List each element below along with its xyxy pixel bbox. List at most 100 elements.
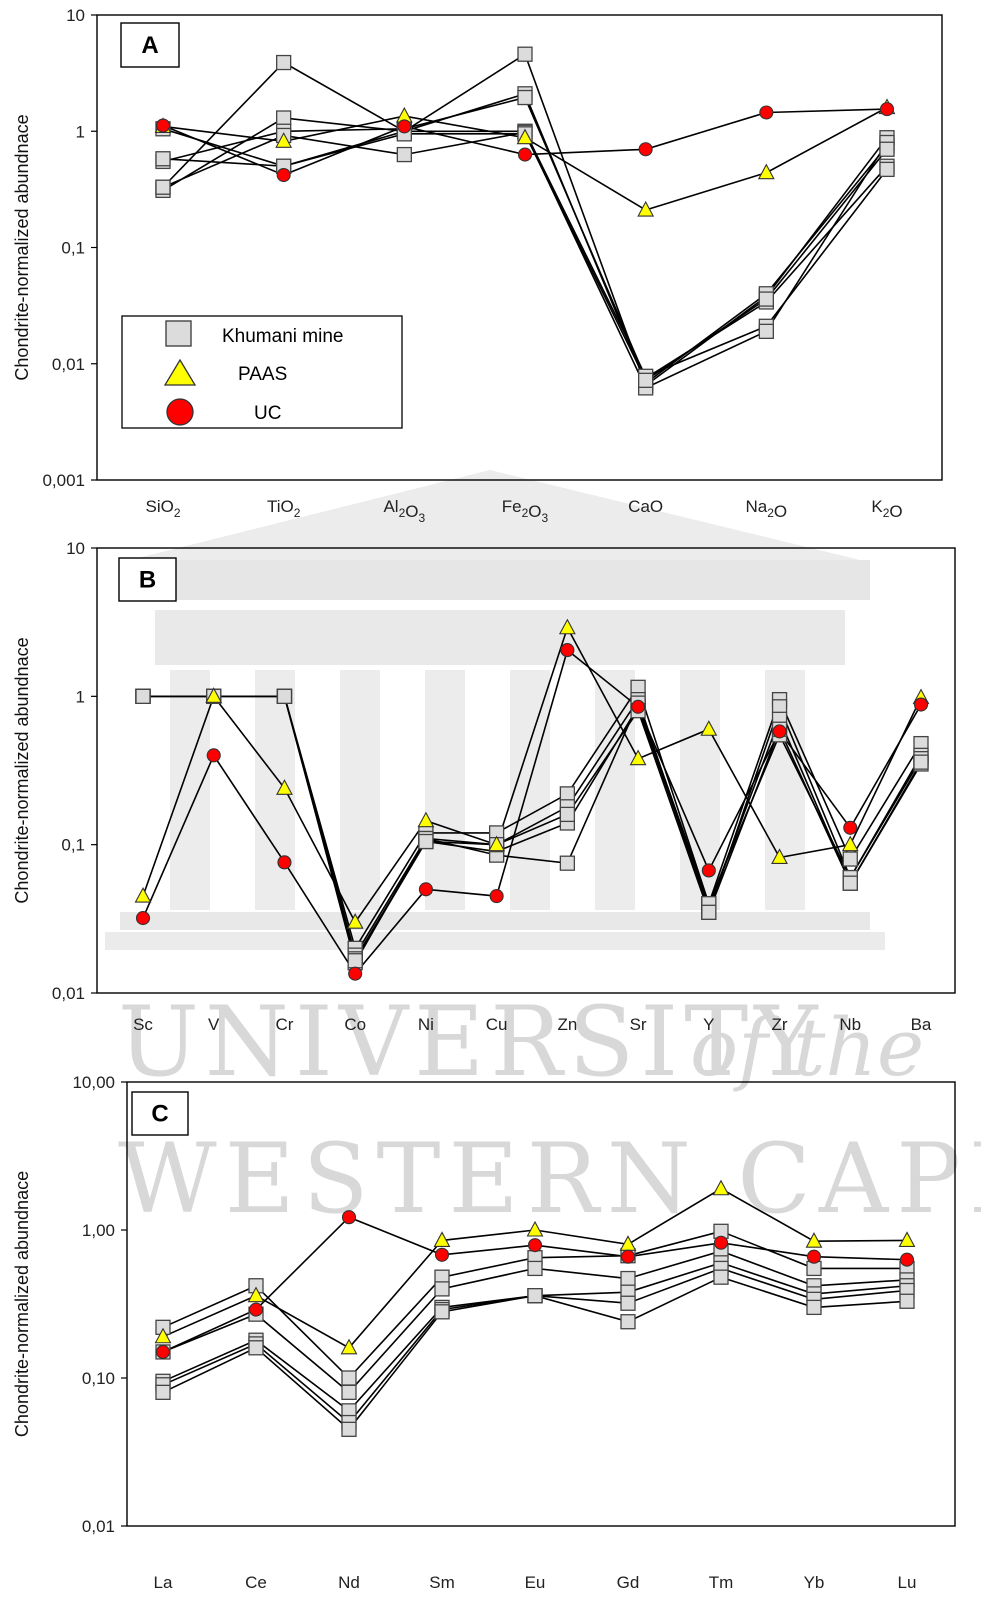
watermark-pediment (120, 560, 870, 600)
paas-marker (516, 128, 534, 145)
khumani-sample-marker (842, 875, 858, 891)
uc-marker (341, 1210, 357, 1225)
uc-marker (631, 699, 646, 714)
uc-marker (899, 1252, 915, 1267)
khumani-sample-marker (899, 1293, 915, 1309)
y-tick-label: 0,1 (61, 836, 85, 855)
uc-marker (806, 1249, 822, 1264)
x-tick-label-sm: Sm (429, 1573, 455, 1592)
khumani-sample-marker (347, 953, 363, 969)
x-tick-label-tio2: TiO2 (267, 497, 301, 520)
plot-frame (126, 1081, 956, 1527)
x-tick-label-fe2o3: Fe2O3 (502, 497, 549, 525)
paas-marker (276, 779, 293, 795)
panel-label: B (139, 567, 156, 594)
y-tick-label: 10 (66, 6, 85, 25)
x-tick-label-sr: Sr (630, 1015, 647, 1034)
uc-marker (397, 119, 412, 134)
paas-marker (417, 811, 435, 828)
y-axis-label: Chondrite-normalized abundnace (12, 1171, 32, 1437)
khumani-sample-marker (879, 161, 895, 178)
uc-series-line (142, 648, 922, 976)
uc-marker (135, 911, 151, 926)
legend-entry: PAAS (238, 364, 287, 385)
uc-marker (155, 118, 171, 133)
y-tick-label: 1 (76, 122, 85, 141)
x-tick-label-la: La (154, 1573, 173, 1592)
khumani-sample-marker (806, 1299, 822, 1316)
y-axis-label: Chondrite-normalized abundnace (12, 114, 32, 380)
khumani-sample-marker (517, 89, 533, 106)
watermark-frieze (155, 610, 845, 665)
watermark-of-the: of the (690, 1001, 924, 1094)
y-tick-label: 10 (66, 539, 85, 558)
legend-paas-marker (163, 358, 197, 386)
uc-series-line (162, 1216, 908, 1353)
uc-marker (620, 1249, 636, 1264)
paas-marker (488, 835, 506, 852)
paas-marker (898, 1231, 916, 1247)
panel-label: C (151, 1101, 168, 1128)
paas-marker (841, 835, 859, 852)
khumani-sample-marker (559, 855, 576, 871)
uc-marker (248, 1302, 264, 1317)
khumani-sample-marker (559, 786, 576, 802)
khumani-sample-marker (396, 146, 412, 163)
x-tick-label-gd: Gd (617, 1573, 640, 1592)
paas-marker (340, 1338, 358, 1355)
x-tick-label-nb: Nb (839, 1015, 861, 1034)
y-tick-label: 0,001 (42, 471, 85, 490)
uc-marker (713, 1235, 729, 1250)
x-tick-label-lu: Lu (898, 1573, 917, 1592)
x-tick-label-cao: CaO (628, 497, 663, 516)
x-tick-label-tm: Tm (709, 1573, 734, 1592)
khumani-sample-marker (842, 851, 858, 867)
y-tick-label: 0,01 (82, 1517, 115, 1536)
khumani-sample-marker (135, 688, 151, 704)
y-axis-label: Chondrite-normalized abundnace (12, 637, 32, 903)
uc-marker (759, 105, 774, 120)
watermark-column (595, 670, 635, 910)
legend-entry: UC (254, 403, 281, 424)
khumani-sample-marker (713, 1269, 729, 1285)
sample-series-line (162, 1261, 908, 1412)
watermark-university: UNIVERSITY (118, 986, 824, 1098)
x-tick-label-ba: Ba (911, 1015, 932, 1034)
khumani-sample-marker (155, 151, 171, 167)
x-tick-label-co: Co (344, 1015, 366, 1034)
paas-marker (134, 886, 152, 903)
uc-marker (434, 1247, 450, 1262)
uc-marker (155, 1344, 171, 1359)
paas-marker (205, 687, 223, 703)
y-tick-label: 1 (76, 687, 85, 706)
x-tick-label-zr: Zr (772, 1015, 788, 1034)
panel-label-box (120, 22, 180, 68)
uc-marker (527, 1238, 543, 1253)
khumani-sample-marker (758, 291, 774, 307)
khumani-sample-marker (341, 1370, 357, 1386)
watermark-column (425, 670, 465, 910)
uc-marker (489, 889, 504, 904)
legend-khumani-marker (165, 320, 192, 347)
uc-marker (517, 147, 533, 162)
khumani-sample-marker (341, 1384, 357, 1400)
panels-layer: 0,001 0,01 0,1 1 10 Chondrite-normalized abun… (12, 6, 956, 1592)
panel-label-box (118, 557, 177, 602)
uc-marker (277, 855, 292, 870)
khumani-sample-marker (620, 1314, 636, 1330)
x-tick-label-eu: Eu (525, 1573, 546, 1592)
paas-marker (558, 618, 576, 635)
paas-marker (629, 749, 647, 766)
sample-series-line (143, 695, 922, 963)
watermark-column (510, 670, 550, 910)
paas-marker (346, 913, 364, 929)
x-tick-label-ce: Ce (245, 1573, 267, 1592)
watermark-column (170, 670, 210, 910)
x-tick-label-cu: Cu (486, 1015, 508, 1034)
chart-panel-C: 0,01 0,10 1,00 10,00 Chondrite-normalized ab… (12, 1073, 956, 1592)
khumani-sample-marker (913, 754, 929, 770)
khumani-sample-marker (434, 1281, 450, 1297)
khumani-sample-marker (879, 141, 895, 157)
paas-marker (154, 1327, 172, 1344)
paas-marker (771, 848, 788, 865)
